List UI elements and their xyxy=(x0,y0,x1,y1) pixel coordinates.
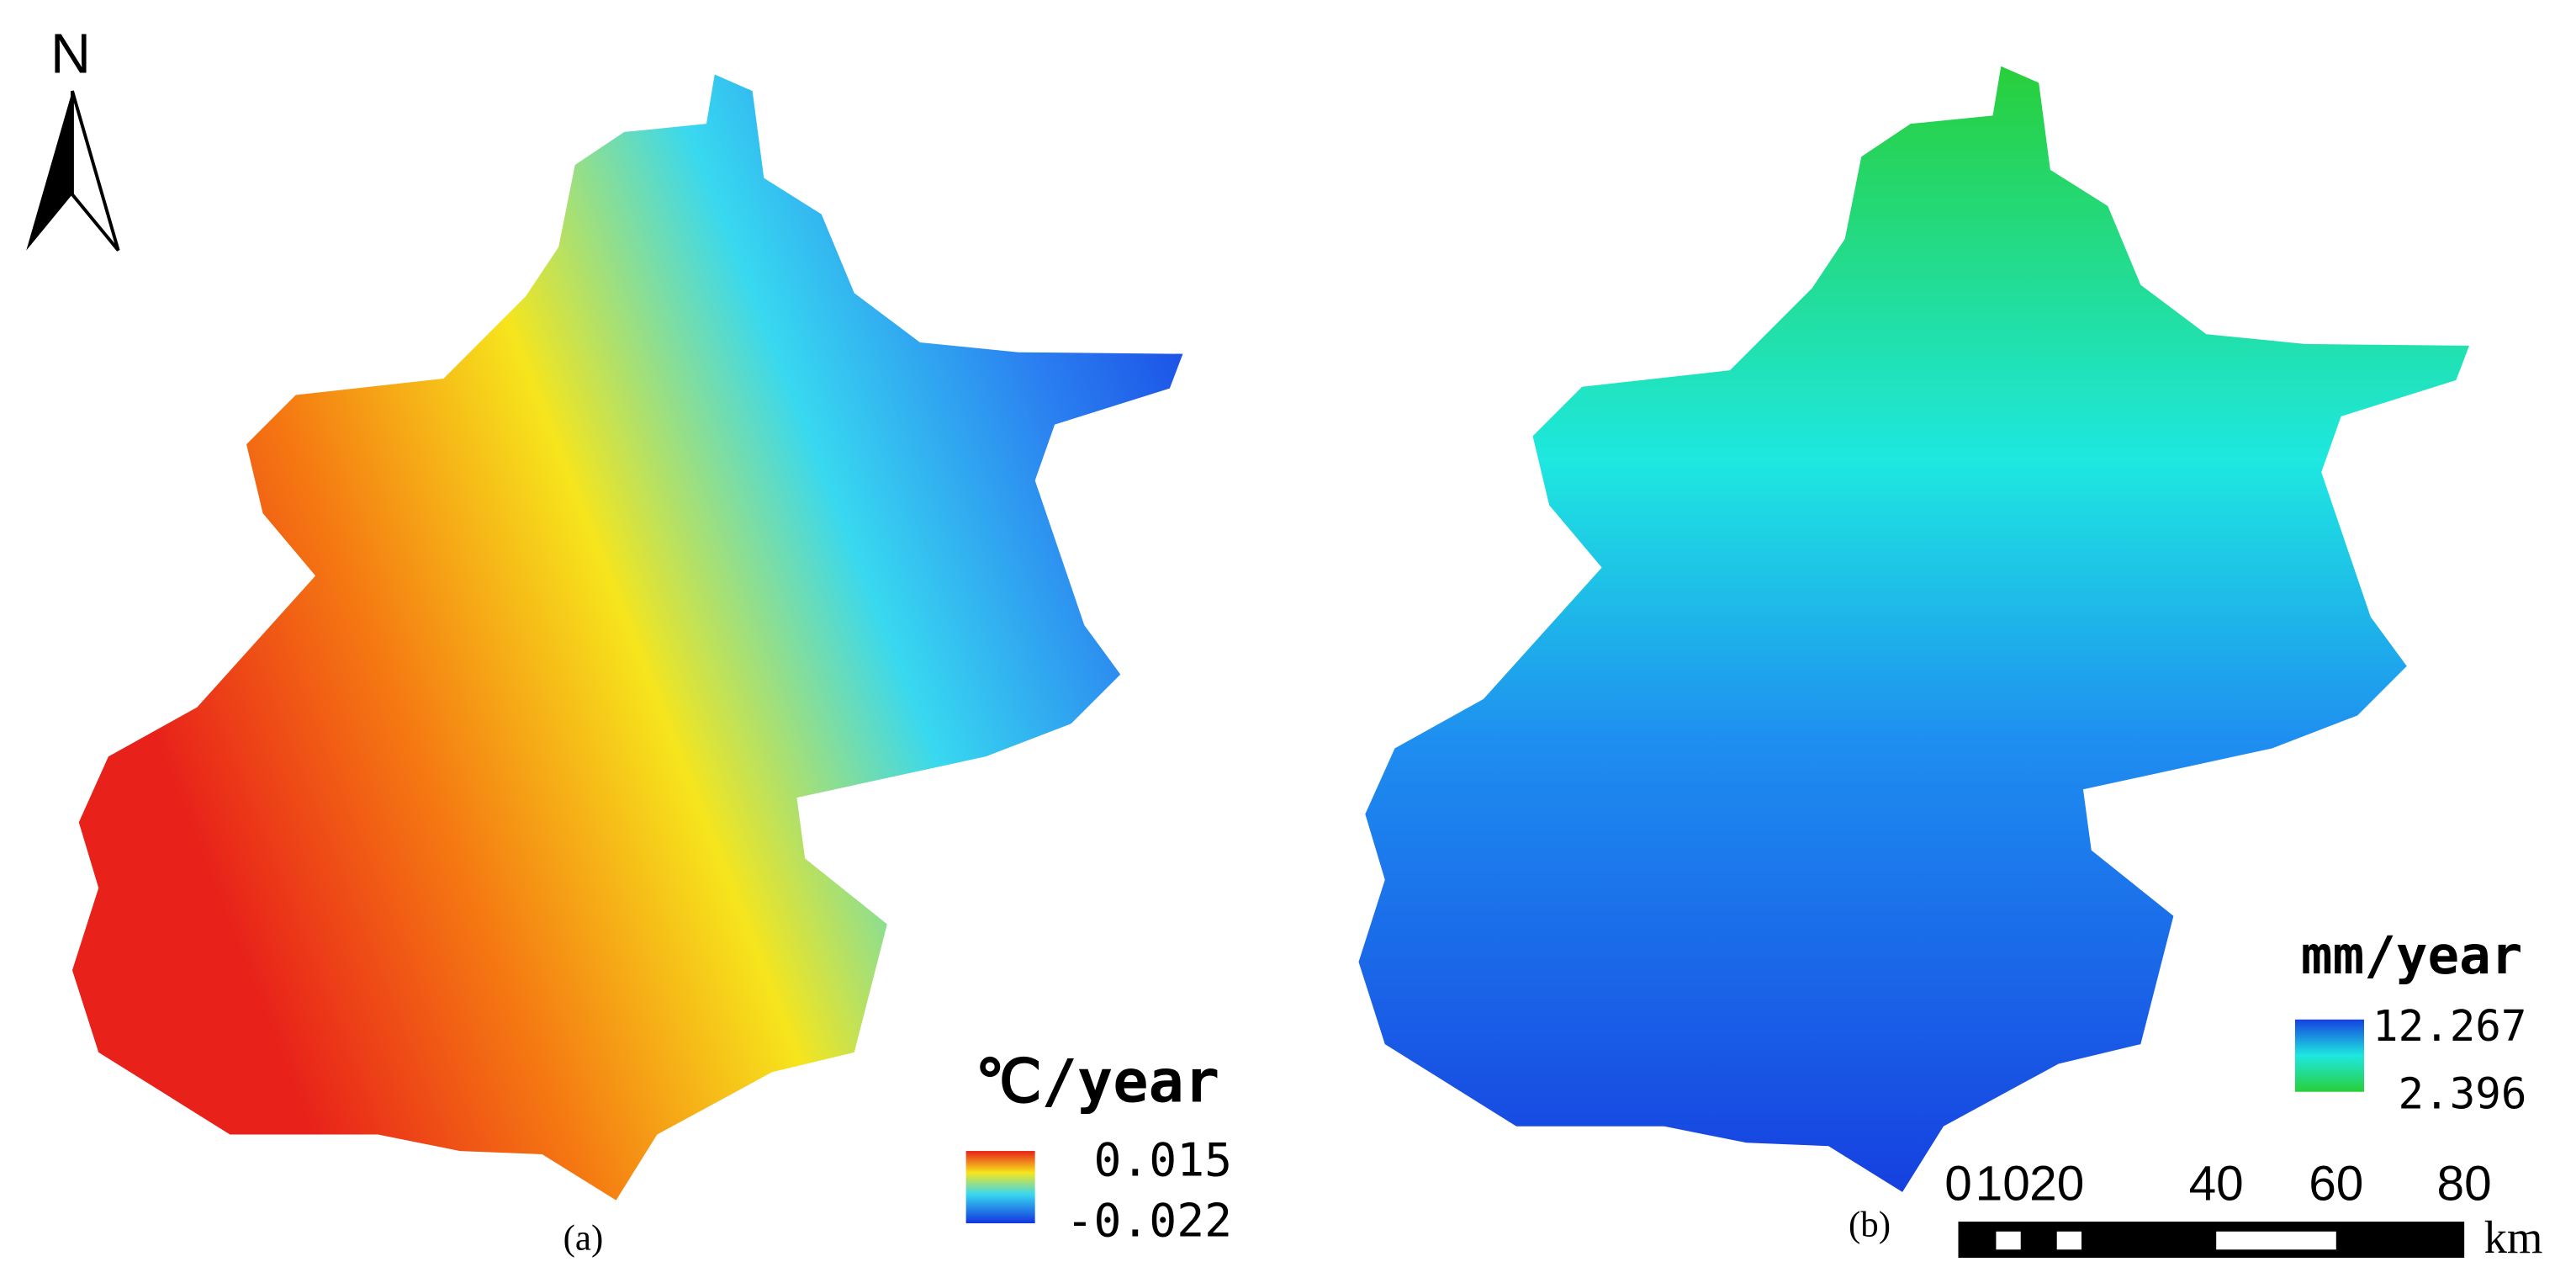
legend-min: 2.396 xyxy=(2399,1068,2527,1118)
north-arrow xyxy=(70,90,120,252)
scale-segment xyxy=(1996,1231,2021,1250)
scale-segment xyxy=(2216,1231,2336,1250)
scale-tick-label: 20 xyxy=(2029,1157,2084,1211)
scale-bar xyxy=(1958,1222,2465,1259)
panel-label: (a) xyxy=(563,1218,604,1258)
legend-max: 0.015 xyxy=(1093,1132,1232,1186)
north-arrow xyxy=(26,91,72,251)
scale-tick-label: 80 xyxy=(2437,1157,2492,1211)
legend-min: -0.022 xyxy=(1066,1194,1233,1248)
panel-label: (b) xyxy=(1849,1206,1891,1245)
scale-tick-label: 0 xyxy=(1944,1157,1972,1211)
scale-labels: 0 10 20 40 60 80 xyxy=(1944,1157,2492,1211)
scale-tick-label: 10 xyxy=(1976,1157,2030,1211)
scale-tick-label: 60 xyxy=(2309,1157,2363,1211)
scale-unit: km xyxy=(2484,1211,2543,1263)
scale-tick-label: 40 xyxy=(2189,1157,2244,1211)
legend-max: 12.267 xyxy=(2372,1001,2526,1051)
scale-segment xyxy=(2056,1231,2082,1250)
legend-unit: mm/year xyxy=(2301,925,2522,986)
legend-unit: ℃/year xyxy=(976,1047,1220,1116)
legend-ramp xyxy=(2294,1019,2365,1092)
map-a xyxy=(71,74,1183,1201)
legend-ramp xyxy=(965,1151,1035,1224)
north-label: N xyxy=(50,24,91,86)
